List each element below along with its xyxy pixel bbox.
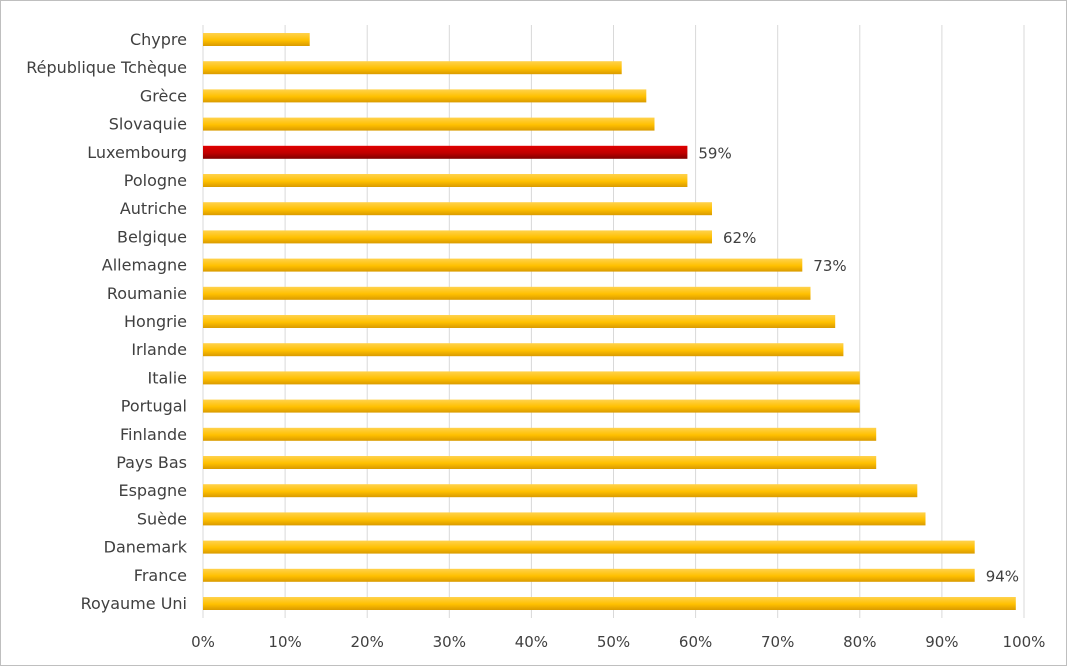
x-tick-label: 30% [433, 633, 466, 651]
data-labels: 59% 62% 73% 94% [698, 144, 1019, 585]
bar [203, 230, 712, 244]
category-label: France [134, 566, 187, 585]
category-label: Allemagne [102, 256, 187, 275]
data-label: 94% [986, 567, 1019, 585]
bar [203, 568, 975, 582]
category-label: Hongrie [124, 312, 187, 331]
data-label: 73% [813, 257, 846, 275]
category-label: Grèce [140, 86, 187, 105]
x-tick-label: 40% [515, 633, 548, 651]
bars [203, 33, 1016, 610]
bar [203, 117, 655, 131]
bar [203, 456, 877, 469]
bar [203, 399, 860, 413]
x-tick-label: 10% [268, 633, 301, 651]
category-label: République Tchèque [26, 58, 187, 77]
category-labels: Chypre République Tchèque Grèce Slovaquie Lu… [26, 30, 188, 613]
category-label: Portugal [121, 397, 187, 416]
x-tick-label: 80% [843, 633, 876, 651]
category-label: Finlande [120, 425, 187, 444]
category-label: Pologne [124, 171, 187, 190]
category-label: Italie [147, 368, 187, 387]
data-label: 62% [723, 229, 756, 247]
bar [203, 89, 647, 103]
bar [203, 484, 918, 498]
x-tick-label: 20% [351, 633, 384, 651]
category-label: Slovaquie [109, 115, 187, 134]
category-label: Espagne [118, 481, 187, 500]
bar-highlight [203, 145, 688, 159]
bar [203, 174, 688, 187]
x-tick-label: 70% [761, 633, 794, 651]
category-label: Roumanie [107, 284, 187, 303]
bar [203, 286, 811, 300]
bar [203, 427, 877, 441]
bar [203, 315, 836, 328]
category-label: Luxembourg [87, 143, 187, 162]
x-tick-label: 90% [925, 633, 958, 651]
x-tick-label: 60% [679, 633, 712, 651]
bar [203, 61, 622, 75]
bar [203, 202, 712, 216]
bar [203, 343, 844, 357]
bar [203, 258, 803, 272]
x-axis-ticks: 0% 10% 20% 30% 40% 50% 60% 70% 80% 90% 100% [191, 633, 1045, 651]
bar [203, 540, 975, 554]
bar [203, 371, 860, 385]
category-label: Royaume Uni [81, 594, 187, 613]
category-label: Chypre [130, 30, 187, 49]
category-label: Autriche [120, 199, 187, 218]
bar [203, 33, 310, 46]
x-tick-label: 0% [191, 633, 215, 651]
category-label: Pays Bas [116, 453, 187, 472]
category-label: Belgique [117, 227, 187, 246]
x-tick-label: 100% [1003, 633, 1046, 651]
data-label: 59% [698, 144, 731, 162]
bar [203, 597, 1016, 610]
category-label: Irlande [131, 340, 187, 359]
category-label: Danemark [104, 538, 188, 557]
bar [203, 512, 926, 526]
x-tick-label: 50% [597, 633, 630, 651]
category-label: Suède [137, 509, 187, 528]
